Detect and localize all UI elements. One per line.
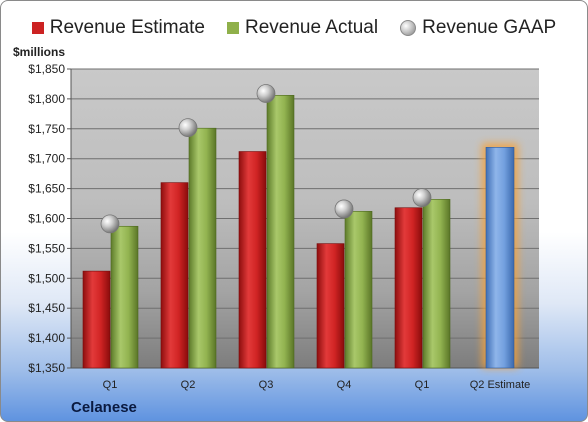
x-tick-label: Q1 — [415, 379, 430, 391]
y-tick-label: $1,600 — [28, 212, 65, 226]
y-tick-label: $1,400 — [28, 331, 65, 345]
legend-marker-gaap — [400, 20, 417, 36]
bar-revenue-actual — [188, 127, 217, 369]
y-tick-label: $1,850 — [28, 62, 65, 76]
bar-revenue-estimate — [316, 243, 345, 369]
bar-revenue-estimate — [82, 270, 111, 369]
bar-revenue-estimate — [485, 147, 515, 369]
legend-label-gaap: Revenue GAAP — [422, 17, 557, 38]
legend-item-estimate: Revenue Estimate — [31, 17, 205, 39]
legend-item-gaap: Revenue GAAP — [400, 17, 556, 39]
y-tick-label: $1,650 — [28, 182, 65, 196]
marker-revenue-gaap — [178, 118, 198, 138]
x-tick-label: Q3 — [259, 379, 274, 391]
x-tick-label: Q4 — [337, 379, 352, 391]
company-name: Celanese — [71, 399, 137, 416]
y-tick-label: $1,450 — [28, 301, 65, 315]
legend-swatch-actual — [227, 22, 239, 34]
y-tick-label: $1,350 — [28, 361, 65, 375]
legend-label-actual: Revenue Actual — [245, 17, 379, 38]
bar-revenue-estimate — [160, 182, 189, 369]
x-tick-label: Q2 Estimate — [470, 379, 531, 391]
legend: Revenue Estimate Revenue Actual Revenue … — [1, 17, 587, 39]
bar-revenue-estimate — [394, 207, 423, 369]
bar-revenue-estimate — [238, 151, 267, 369]
marker-revenue-gaap — [256, 84, 276, 103]
x-tick-label: Q1 — [103, 379, 118, 391]
bar-revenue-actual — [266, 95, 295, 369]
bar-revenue-actual — [110, 225, 139, 369]
legend-swatch-estimate — [31, 22, 44, 34]
y-tick-label: $1,500 — [28, 271, 65, 285]
legend-label-estimate: Revenue Estimate — [49, 17, 205, 38]
bar-revenue-actual — [422, 199, 451, 369]
y-axis-unit-label: $millions — [13, 45, 66, 59]
legend-item-actual: Revenue Actual — [227, 17, 378, 39]
y-tick-label: $1,750 — [28, 122, 65, 136]
y-tick-label: $1,550 — [28, 241, 65, 255]
y-tick-label: $1,800 — [28, 92, 65, 106]
marker-revenue-gaap — [334, 199, 354, 219]
marker-revenue-gaap — [412, 188, 432, 207]
x-tick-label: Q2 — [181, 379, 196, 391]
bar-revenue-actual — [344, 211, 373, 369]
marker-revenue-gaap — [100, 214, 120, 234]
y-tick-label: $1,700 — [28, 152, 65, 166]
